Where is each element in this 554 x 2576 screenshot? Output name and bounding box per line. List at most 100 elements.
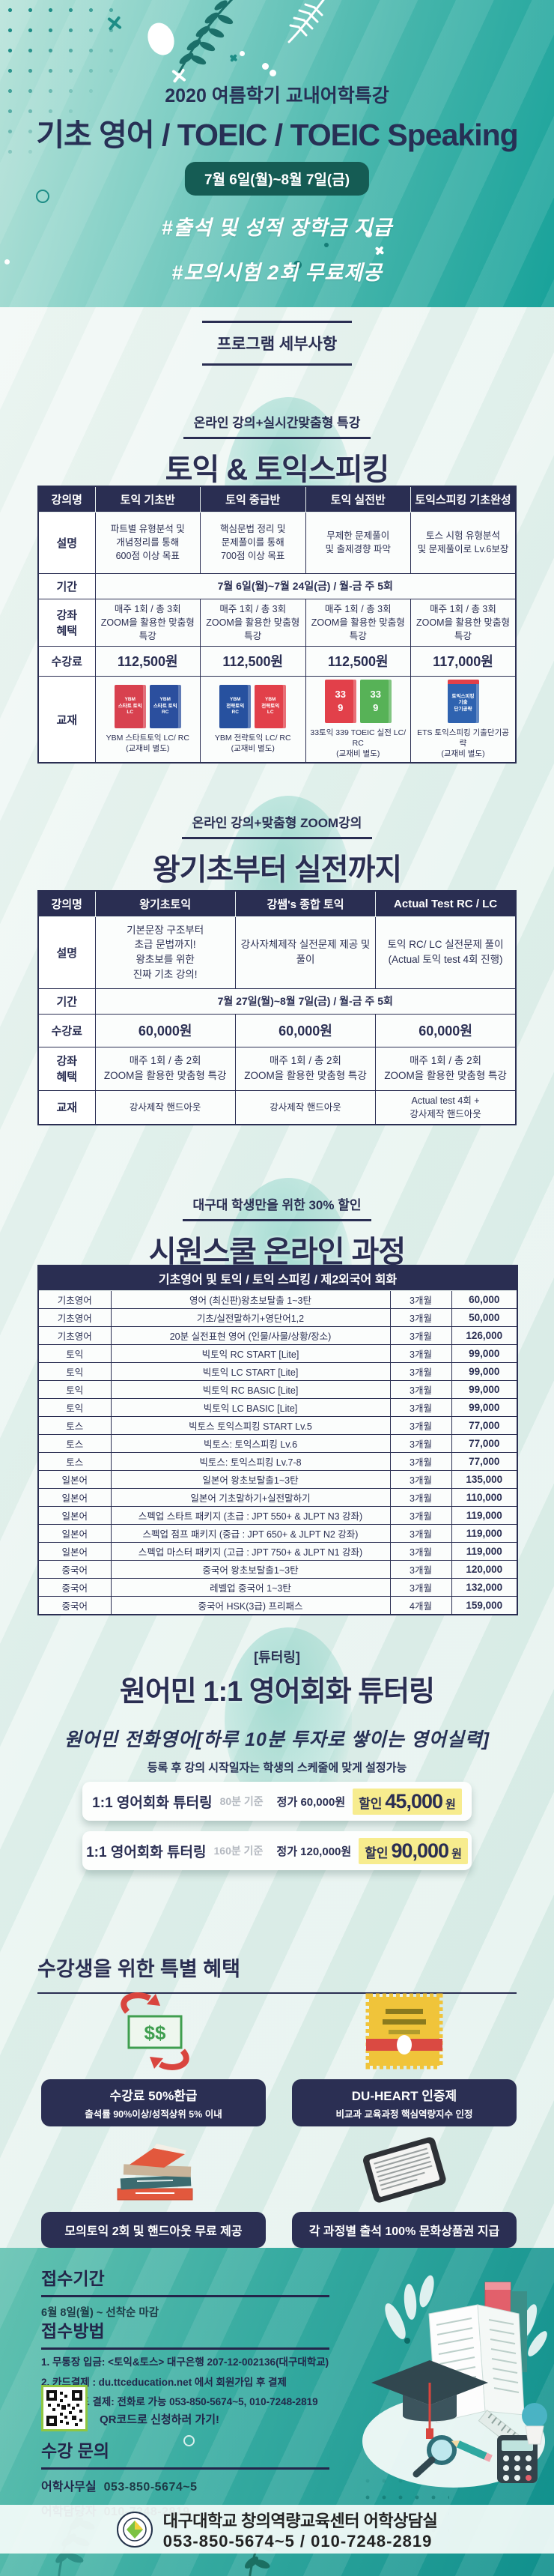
contact-label: 어학사무실 <box>41 2481 97 2494</box>
toeic-speaking-table: 강의명 토익 기초반 토익 중급반 토익 실전반 토익스피킹 기초완성 설명 파… <box>37 486 517 764</box>
section3-eyebrow: 대구대 학생만을 위한 30% 할인 <box>182 1194 372 1221</box>
section1-title: 토익 & 토익스피킹 <box>165 453 390 486</box>
hashtag-scholarship: #출석 및 성적 장학금 지급 <box>161 217 393 239</box>
course-benefit: 매주 1회 / 총 3회 ZOOM을 활용한 맞춤형 특강 <box>305 598 411 647</box>
course-fee: 60,000원 <box>375 1013 517 1047</box>
tutoring-duration-badge: 160분 기준 <box>213 1845 264 1857</box>
benefit-pill-mocktest: 모의토익 2회 및 핸드아웃 무료 제공 <box>41 2212 266 2248</box>
siwonschool-course-table: 기초영어 및 토익 / 토익 스피킹 / 제2외국어 회화 기초영어 영어 (최… <box>37 1265 518 1615</box>
course-desc: 강사자체제작 실전문제 제공 및 풀이 <box>234 916 377 989</box>
ring-decoration <box>183 2435 195 2446</box>
course-desc: 파트별 유형분석 및 개념정리를 통해 600점 이상 목표 <box>94 511 201 574</box>
row-label: 설명 <box>37 916 96 989</box>
table-row-period: 기간 7월 6일(월)~7월 24일(금) / 월-금 주 5회 <box>37 572 517 599</box>
course-name: 일본어 왕초보탈출1~3탄 <box>110 1470 391 1489</box>
benefits-header: 수강생을 위한 특별 혜택 <box>37 1953 517 1994</box>
table-header-row: 강의명 토익 기초반 토익 중급반 토익 실전반 토익스피킹 기초완성 <box>37 486 517 513</box>
course-row: 토스 빅토스 토익스피킹 START Lv.5 3개월 77,000 <box>37 1416 518 1435</box>
course-category: 토스 <box>37 1434 112 1453</box>
course-desc: 무제한 문제풀이 및 출제경향 파악 <box>305 511 411 574</box>
table-row-period: 기간 7월 27일(월)~8월 7일(금) / 월-금 주 5회 <box>37 988 517 1015</box>
course-price: 99,000 <box>451 1344 518 1363</box>
course-price: 99,000 <box>451 1362 518 1381</box>
books-stack-icon <box>41 2135 266 2204</box>
course-row: 토익 빅토익 LC START [Lite] 3개월 99,000 <box>37 1362 518 1381</box>
course-price: 50,000 <box>451 1308 518 1327</box>
course-row: 일본어 일본어 기초말하기+실전말하기 3개월 110,000 <box>37 1488 518 1507</box>
book-cover: YBM 스타트 토익 LC <box>114 684 146 728</box>
course-category: 기초영어 <box>37 1326 112 1345</box>
zoom-course-table: 강의명 왕기초토익 강쌤's 종합 토익 Actual Test RC / LC… <box>37 890 517 1125</box>
registration-method-item: 1. 무통장 입금: <토익&토스> 대구은행 207-12-002136(대구… <box>41 2356 329 2368</box>
course-price: 119,000 <box>451 1506 518 1525</box>
book-cover: 33 9 <box>359 679 392 723</box>
course-category: 일본어 <box>37 1470 112 1489</box>
section1-eyebrow: 온라인 강의+실시간맞춤형 특강 <box>183 412 371 439</box>
registration-method-item: 3. 수기카드 결제: 전화로 가능 053-850-5674~5, 010-7… <box>41 2396 318 2408</box>
date-badge: 7월 6일(월)~8월 7일(금) <box>184 162 370 196</box>
column-header: 토익스피킹 기초완성 <box>410 486 517 513</box>
table-row-benefit: 강좌 혜택 매주 1회 / 총 2회 ZOOM을 활용한 맞춤형 특강 매주 1… <box>37 1046 517 1091</box>
course-category: 토익 <box>37 1362 112 1381</box>
section2-header: 온라인 강의+맞춤형 ZOOM강의 왕기초부터 실전까지 <box>0 812 554 889</box>
fern-icon <box>287 0 325 43</box>
course-row: 기초영어 기초/실전말하기+영단어1,2 3개월 50,000 <box>37 1308 518 1327</box>
course-duration: 3개월 <box>389 1506 452 1525</box>
course-category: 기초영어 <box>37 1290 112 1309</box>
course-desc: 기본문장 구조부터 초급 문법까지! 왕초보를 위한 진짜 기초 강의! <box>94 916 236 989</box>
column-header: 강쌤's 종합 토익 <box>234 890 377 917</box>
textbook-cell: YBM 스타트 토익 LC YBM 스타트 토익 RC YBM 스타트토익 LC… <box>94 675 201 764</box>
course-period: 7월 6일(월)~7월 24일(금) / 월-금 주 5회 <box>94 572 517 599</box>
course-duration: 3개월 <box>389 1308 452 1327</box>
benefits-column-left: $$ 수강료 50%환급 출석률 90%이상/성적상위 5% 이내 <box>41 1992 266 2248</box>
hero-section: 2020 여름학기 교내어학특강 기초 영어 / TOEIC / TOEIC S… <box>0 0 554 307</box>
registration-method-item: 2. 카드결제 : du.ttceducation.net 에서 회원가입 후 … <box>41 2376 287 2388</box>
course-duration: 3개월 <box>389 1398 452 1417</box>
course-category: 중국어 <box>37 1560 112 1579</box>
certificate-icon <box>292 1992 517 2071</box>
course-book: Actual test 4회 + 강사제작 핸드아웃 <box>375 1089 517 1125</box>
course-price: 99,000 <box>451 1380 518 1399</box>
sale-price: 45,000 <box>385 1789 443 1812</box>
course-name: 스펙업 스타트 패키지 (초급 : JPT 550+ & JLPT N3 강좌) <box>110 1506 391 1525</box>
siwon-table-header: 기초영어 및 토익 / 토익 스피킹 / 제2외국어 회화 <box>37 1265 518 1291</box>
course-fee: 60,000원 <box>94 1013 236 1047</box>
course-duration: 3개월 <box>389 1470 452 1489</box>
table-row-fee: 수강료 112,500원 112,500원 112,500원 117,000원 <box>37 645 517 677</box>
course-benefit: 매주 1회 / 총 2회 ZOOM을 활용한 맞춤형 특강 <box>94 1046 236 1091</box>
dot-decoration <box>293 261 302 269</box>
benefits-column-right: DU-HEART 인증제 비교과 교육과정 핵심역량지수 인정 <box>292 1992 517 2248</box>
book-cover: YBM 전략토익 RC <box>219 684 252 728</box>
course-row: 기초영어 20분 실전표현 영어 (인물/사물/상황/장소) 3개월 126,0… <box>37 1326 518 1345</box>
tutoring-tag: [튜터링] <box>254 1650 300 1665</box>
course-duration: 3개월 <box>389 1524 452 1543</box>
course-price: 60,000 <box>451 1290 518 1309</box>
course-duration: 3개월 <box>389 1542 452 1561</box>
course-duration: 3개월 <box>389 1560 452 1579</box>
course-fee: 117,000원 <box>410 645 517 677</box>
book-cover: 토익스피킹 기출 단기공략 <box>447 679 479 723</box>
footer-text: 대구대학교 창의역량교육센터 어학상담실 053-850-5674~5 / 01… <box>163 2508 438 2551</box>
course-price: 77,000 <box>451 1434 518 1453</box>
course-benefit: 매주 1회 / 총 2회 ZOOM을 활용한 맞춤형 특강 <box>234 1046 377 1091</box>
section4-header: [튜터링] 원어민 1:1 영어회화 튜터링 <box>0 1647 554 1709</box>
row-label: 교재 <box>37 1089 96 1125</box>
benefit-title: 각 과정별 출석 100% 문화상품권 지급 <box>308 2225 500 2238</box>
registration-section: 접수기간 6월 8일(월) ~ 선착순 마감 접수방법 1. 무통장 입금: <… <box>0 2248 554 2576</box>
course-fee: 60,000원 <box>234 1013 377 1047</box>
course-category: 일본어 <box>37 1506 112 1525</box>
dot-decoration <box>270 70 276 76</box>
sale-label: 할인 <box>359 1796 383 1811</box>
course-category: 토스 <box>37 1452 112 1471</box>
registration-period-value: 6월 8일(월) ~ 선착순 마감 <box>41 2307 159 2319</box>
benefit-subtitle: 출석률 90%이상/성적상위 5% 이내 <box>85 2109 222 2120</box>
tutoring-price-card: 1:1 영어회화 튜터링 160분 기준 정가 120,000원 할인 90,0… <box>82 1831 472 1870</box>
benefits-title: 수강생을 위한 특별 혜택 <box>37 1958 240 1980</box>
course-row: 중국어 중국어 HSK(3급) 프리패스 4개월 159,000 <box>37 1596 518 1615</box>
row-label: 강좌 혜택 <box>37 598 96 647</box>
course-desc: 토스 시험 유형분석 및 문제풀이로 Lv.6보장 <box>410 511 517 574</box>
course-name: 일본어 기초말하기+실전말하기 <box>110 1488 391 1507</box>
course-row: 기초영어 영어 (최신판)왕초보탈출 1~3탄 3개월 60,000 <box>37 1290 518 1309</box>
tutoring-original-price: 정가 120,000원 <box>276 1845 352 1858</box>
